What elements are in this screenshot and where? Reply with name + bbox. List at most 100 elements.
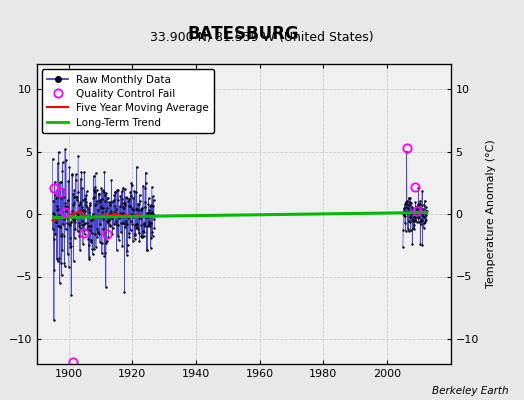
Point (129, 213, 138, 220)
Point (57, 233, 65, 240)
Point (147, 245, 155, 251)
Point (118, 204, 127, 210)
Point (90, 194, 99, 200)
Point (137, 232, 145, 239)
Point (88, 246, 96, 252)
Point (415, 204, 423, 210)
Point (105, 217, 114, 223)
Y-axis label: Temperature Anomaly (°C): Temperature Anomaly (°C) (486, 140, 496, 288)
Point (415, 214, 423, 220)
Point (149, 211, 157, 218)
Point (417, 216, 425, 223)
Point (71, 235, 79, 242)
Point (129, 238, 137, 244)
Point (139, 233, 148, 240)
Point (121, 202, 129, 208)
Point (76, 199, 84, 205)
Point (125, 196, 134, 202)
Point (80, 226, 88, 233)
Point (126, 211, 134, 218)
Point (420, 220, 428, 226)
Point (149, 197, 158, 203)
Point (68, 216, 77, 223)
Point (139, 182, 147, 189)
Point (84, 209, 93, 215)
Legend: Raw Monthly Data, Quality Control Fail, Five Year Moving Average, Long-Term Tren: Raw Monthly Data, Quality Control Fail, … (42, 69, 214, 133)
Point (112, 221, 120, 227)
Point (59, 216, 68, 222)
Point (400, 211, 408, 217)
Point (51, 216, 60, 223)
Point (85, 202, 94, 208)
Point (402, 148, 411, 155)
Point (58, 272, 66, 278)
Point (120, 288, 128, 295)
Point (72, 171, 80, 178)
Point (65, 214, 73, 220)
Point (60, 263, 69, 269)
Title: BATESBURG: BATESBURG (188, 25, 300, 43)
Point (400, 201, 409, 207)
Point (122, 218, 130, 225)
Point (74, 220, 83, 226)
Point (115, 215, 124, 222)
Point (67, 292, 75, 298)
Point (78, 218, 86, 224)
Point (85, 242, 93, 248)
Point (59, 159, 67, 165)
Point (59, 220, 67, 227)
Point (123, 195, 131, 201)
Point (127, 218, 135, 224)
Point (70, 200, 79, 206)
Point (92, 170, 100, 176)
Point (419, 210, 428, 216)
Point (420, 201, 429, 208)
Point (117, 188, 126, 195)
Point (130, 232, 139, 238)
Point (88, 217, 96, 224)
Point (108, 215, 116, 222)
Point (409, 206, 417, 213)
Point (128, 205, 137, 212)
Point (58, 246, 67, 253)
Point (135, 201, 143, 208)
Point (111, 203, 119, 210)
Point (404, 208, 412, 214)
Point (74, 153, 82, 160)
Point (99, 205, 107, 212)
Text: Berkeley Earth: Berkeley Earth (432, 386, 508, 396)
Point (52, 218, 60, 225)
Point (149, 203, 158, 209)
Point (125, 234, 134, 240)
Point (150, 225, 159, 232)
Point (53, 258, 62, 264)
Point (125, 230, 133, 236)
Point (139, 228, 148, 234)
Point (403, 226, 412, 232)
Point (79, 210, 88, 217)
Point (148, 184, 156, 190)
Point (73, 211, 81, 218)
Point (80, 169, 89, 175)
Point (102, 283, 110, 290)
Point (74, 212, 82, 219)
Point (402, 209, 410, 216)
Point (403, 201, 412, 207)
Point (134, 230, 143, 236)
Point (128, 221, 136, 228)
Point (144, 223, 152, 229)
Point (86, 200, 94, 206)
Point (93, 226, 101, 232)
Point (89, 195, 97, 202)
Point (110, 221, 118, 227)
Point (139, 213, 147, 219)
Point (134, 200, 142, 207)
Point (71, 226, 80, 233)
Point (72, 194, 81, 200)
Point (83, 219, 92, 226)
Point (101, 250, 109, 256)
Point (58, 230, 66, 237)
Point (399, 244, 407, 251)
Point (142, 180, 150, 186)
Point (409, 222, 418, 228)
